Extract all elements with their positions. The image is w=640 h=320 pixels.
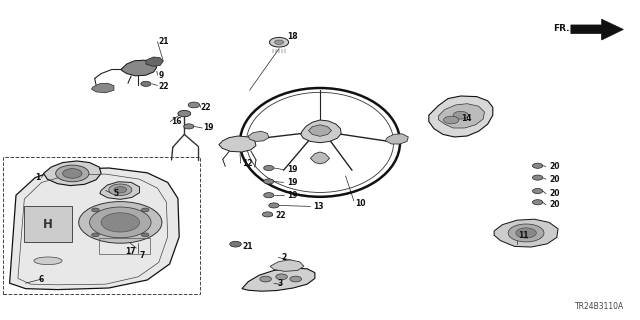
Text: 3: 3 (277, 279, 282, 288)
Text: 2: 2 (282, 253, 287, 262)
Text: 5: 5 (114, 189, 119, 198)
Circle shape (444, 116, 459, 124)
Circle shape (260, 276, 271, 282)
Text: 20: 20 (549, 189, 559, 198)
Circle shape (114, 187, 127, 193)
Text: 22: 22 (200, 103, 211, 112)
Circle shape (516, 228, 536, 238)
Circle shape (532, 200, 543, 205)
Circle shape (184, 124, 194, 129)
Text: 7: 7 (140, 252, 145, 260)
Text: 17: 17 (125, 247, 136, 256)
Text: 22: 22 (159, 82, 169, 91)
Circle shape (90, 207, 151, 238)
Text: 11: 11 (518, 231, 529, 240)
Ellipse shape (34, 257, 62, 265)
Polygon shape (385, 134, 408, 144)
Circle shape (63, 169, 82, 178)
Circle shape (275, 40, 284, 44)
Circle shape (141, 208, 149, 212)
Polygon shape (301, 120, 341, 143)
Circle shape (141, 81, 151, 86)
Text: 6: 6 (38, 276, 44, 284)
Circle shape (230, 241, 241, 247)
Circle shape (188, 102, 200, 108)
Polygon shape (571, 19, 623, 40)
Polygon shape (146, 57, 163, 66)
Text: 13: 13 (314, 202, 324, 211)
Circle shape (92, 208, 99, 212)
Polygon shape (494, 219, 558, 247)
Circle shape (508, 224, 544, 242)
Text: 1: 1 (35, 173, 40, 182)
Polygon shape (44, 161, 101, 186)
Text: FR.: FR. (553, 24, 570, 33)
Text: TR24B3110A: TR24B3110A (575, 302, 624, 311)
Polygon shape (270, 260, 304, 271)
Circle shape (56, 165, 89, 182)
Text: 19: 19 (287, 191, 297, 200)
Text: 14: 14 (461, 114, 471, 123)
Polygon shape (24, 206, 72, 242)
Text: H: H (43, 218, 53, 230)
Polygon shape (429, 96, 493, 137)
Polygon shape (310, 152, 330, 164)
Circle shape (264, 179, 274, 184)
Text: 18: 18 (287, 32, 298, 41)
Circle shape (269, 37, 289, 47)
Text: 22: 22 (275, 212, 285, 220)
Polygon shape (438, 104, 484, 128)
Circle shape (453, 111, 468, 119)
Circle shape (532, 188, 543, 194)
Polygon shape (92, 83, 114, 93)
Text: 21: 21 (242, 242, 252, 251)
Polygon shape (122, 60, 157, 76)
Text: 21: 21 (159, 37, 169, 46)
Circle shape (101, 213, 140, 232)
Polygon shape (10, 168, 179, 290)
Polygon shape (248, 131, 269, 141)
Circle shape (264, 165, 274, 171)
Polygon shape (308, 125, 332, 136)
Circle shape (92, 233, 99, 237)
Circle shape (290, 276, 301, 282)
Text: 10: 10 (355, 199, 365, 208)
Text: 9: 9 (159, 71, 164, 80)
Polygon shape (219, 136, 256, 152)
Polygon shape (242, 268, 315, 291)
Text: 19: 19 (287, 178, 297, 187)
Text: 19: 19 (287, 165, 297, 174)
Circle shape (269, 203, 279, 208)
Text: 16: 16 (172, 117, 182, 126)
Polygon shape (100, 182, 140, 199)
Text: 20: 20 (549, 162, 559, 171)
Circle shape (141, 233, 149, 237)
Text: 12: 12 (242, 159, 252, 168)
Circle shape (79, 202, 162, 243)
Circle shape (276, 274, 287, 280)
Text: 19: 19 (204, 124, 214, 132)
Circle shape (178, 110, 191, 117)
Text: 20: 20 (549, 200, 559, 209)
Circle shape (532, 175, 543, 180)
Circle shape (532, 163, 543, 168)
Circle shape (264, 193, 274, 198)
Text: 20: 20 (549, 175, 559, 184)
Circle shape (262, 212, 273, 217)
Circle shape (109, 184, 132, 196)
